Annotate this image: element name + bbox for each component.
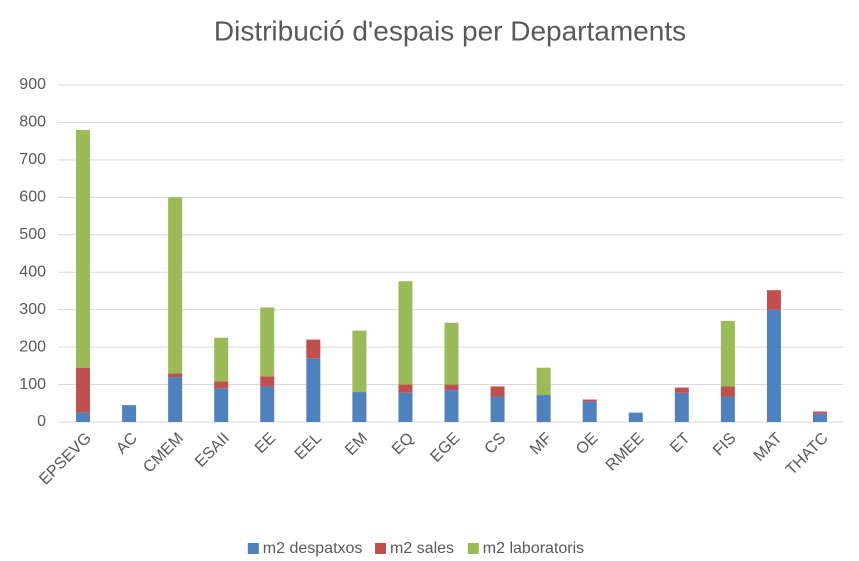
bar-segment [536, 395, 551, 422]
chart-title: Distribució d'espais per Departaments [214, 15, 686, 46]
bar-segment [582, 401, 597, 422]
bar-segment [352, 330, 367, 393]
y-tick-label: 0 [37, 413, 46, 430]
x-tick-label: FIS [710, 430, 740, 460]
bar-segment [766, 290, 781, 310]
bar-segment [168, 377, 183, 422]
legend-label: m2 laboratoris [483, 540, 584, 557]
legend-swatch [375, 543, 386, 554]
bar-segment [812, 413, 827, 422]
legend-label: m2 sales [390, 540, 454, 557]
y-tick-label: 100 [19, 376, 46, 393]
bar-segment [168, 197, 183, 374]
y-tick-label: 400 [19, 263, 46, 280]
bar-segment [352, 392, 367, 422]
bar-segment [306, 339, 321, 359]
x-tick-label: MF [527, 430, 556, 459]
legend-swatch [247, 543, 259, 554]
bar-segment [122, 405, 137, 422]
bar-segment [260, 386, 275, 422]
x-tick-label: EE [252, 430, 279, 457]
x-tick-label: EQ [389, 430, 417, 458]
x-tick-label: EEL [292, 430, 325, 463]
bar-segment [536, 367, 551, 396]
bar-segment [214, 381, 229, 389]
x-tick-label: THATC [783, 430, 832, 479]
bar-segment [444, 390, 459, 422]
bar-segment [490, 386, 505, 397]
bar-segment [674, 392, 689, 422]
x-tick-label: CS [482, 430, 510, 458]
bar-segment [398, 392, 413, 422]
bar-segment [720, 386, 735, 397]
bar-segment [76, 412, 91, 422]
bar-segment [260, 376, 275, 387]
x-tick-label: AC [113, 430, 141, 458]
bar-segment [766, 309, 781, 422]
bar-segment [260, 307, 275, 377]
y-tick-label: 200 [19, 338, 46, 355]
x-tick-label: EPSEVG [36, 430, 95, 489]
bar-segment [490, 396, 505, 422]
bar-segment [76, 367, 91, 413]
x-tick-label: ESAII [192, 430, 233, 471]
y-tick-label: 300 [19, 301, 46, 318]
x-tick-label: OE [573, 430, 601, 458]
legend-label: m2 despatxos [263, 540, 363, 557]
bar-segment [306, 358, 321, 422]
legend-swatch [467, 543, 479, 554]
bar-segment [214, 388, 229, 422]
x-tick-label: ET [667, 430, 694, 457]
bar-segment [720, 396, 735, 422]
bar-segment [720, 320, 735, 387]
y-tick-label: 500 [19, 226, 46, 243]
x-tick-label: RMEE [603, 430, 648, 475]
bar-segment [76, 129, 91, 368]
x-tick-label: MAT [751, 430, 786, 465]
bar-segment [398, 281, 413, 385]
x-tick-label: EGE [427, 430, 463, 466]
bar-segment [168, 373, 183, 378]
x-tick-label: CMEM [140, 430, 187, 477]
y-tick-label: 600 [19, 189, 46, 206]
bar-segment [444, 384, 459, 391]
bar-segment [812, 411, 827, 414]
bar-segment [214, 337, 229, 382]
bar-segment [628, 412, 643, 422]
bar-segment [398, 384, 413, 393]
y-tick-label: 700 [19, 151, 46, 168]
y-tick-label: 900 [19, 76, 46, 93]
legend: m2 despatxos m2 sales m2 laboratoris [247, 540, 584, 557]
x-tick-label: EM [342, 430, 371, 459]
bar-segment [674, 387, 689, 393]
y-tick-label: 800 [19, 114, 46, 131]
bar-segment [444, 322, 459, 385]
bar-segment [582, 399, 597, 402]
